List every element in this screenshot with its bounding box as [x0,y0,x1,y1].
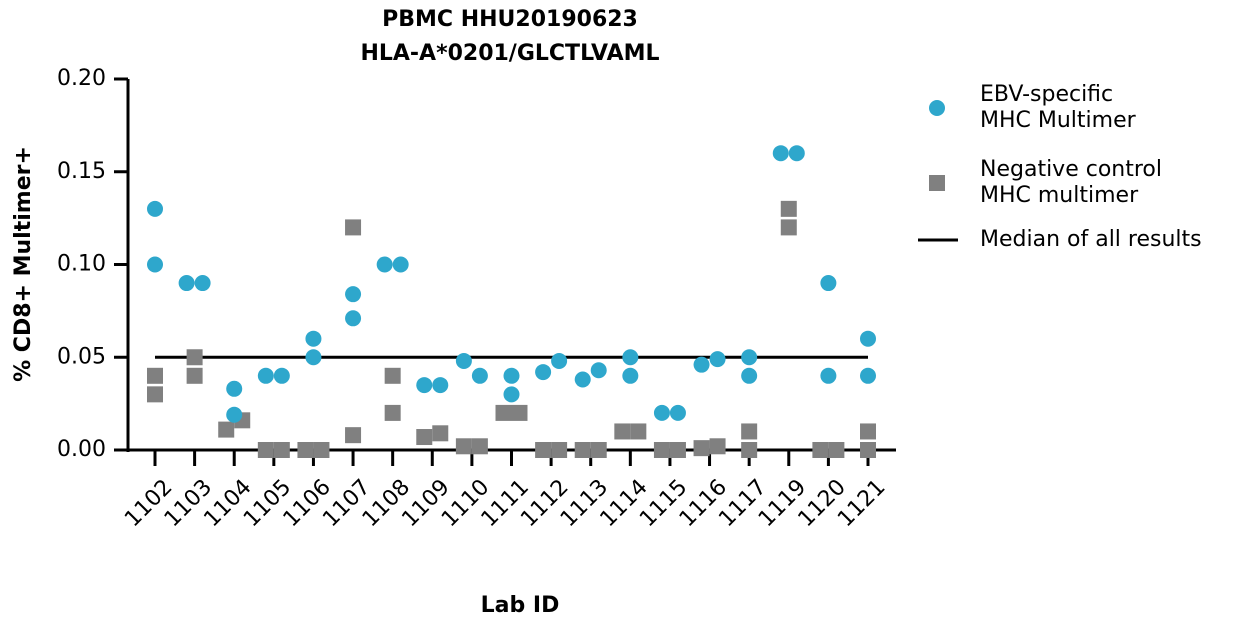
ebv-point [416,377,433,394]
control-point [273,442,290,458]
ebv-point [147,200,163,217]
ebv-point [432,377,449,394]
ebv-point [305,349,322,366]
y-tick-label: 0.00 [57,437,106,462]
y-tick-label: 0.15 [57,159,106,184]
control-point [780,200,797,217]
control-point [860,423,876,440]
ebv-point [503,367,520,384]
control-point [384,404,401,421]
ebv-point [693,356,710,373]
control-point [495,404,512,421]
ebv-point [226,380,243,397]
ebv-point [741,349,758,366]
y-tick-label: 0.10 [57,252,106,277]
ebv-point [709,351,726,368]
ebv-point [860,330,876,347]
control-point [860,442,876,458]
control-point [432,425,449,442]
control-point [186,367,203,384]
control-point [511,404,528,421]
control-point [297,442,314,458]
control-point [741,442,758,458]
ebv-point [273,367,290,384]
legend-marker [929,100,945,116]
chart-subtitle: HLA-A*0201/GLCTLVAML [360,41,659,66]
y-tick-label: 0.20 [57,66,106,91]
legend-label: EBV-specific MHC Multimer [980,82,1137,133]
control-point [218,421,235,438]
control-point [812,442,829,458]
legend-label: Negative control MHC multimer [980,157,1162,208]
control-point [630,423,647,440]
ebv-point [226,406,243,423]
control-point [345,219,362,236]
control-point [313,442,330,458]
ebv-point [741,367,758,384]
ebv-point [147,256,163,273]
ebv-point [622,349,639,366]
ebv-point [503,386,520,403]
ebv-point [860,367,876,384]
control-point [455,438,472,455]
ebv-point [257,367,274,384]
control-point [257,442,274,458]
control-point [147,367,163,384]
control-point [416,429,433,446]
control-point [741,423,758,440]
control-point [471,438,488,455]
ebv-point [551,352,568,369]
ebv-point [820,275,837,292]
ebv-point [574,371,591,388]
ebv-point [669,404,686,421]
control-point [345,427,362,444]
control-point [384,367,401,384]
chart-title: PBMC HHU20190623 [382,7,638,32]
y-axis-label: % CD8+ Multimer+ [11,146,36,382]
ebv-point [392,256,409,273]
ebv-point [590,362,607,379]
x-tick-label: 1121 [833,475,890,532]
ebv-point [820,367,837,384]
y-tick-label: 0.05 [57,344,106,369]
ebv-point [345,310,362,327]
ebv-point [653,404,670,421]
ebv-point [305,330,322,347]
control-point [535,442,552,458]
ebv-point [178,275,195,292]
control-point [551,442,568,458]
control-point [186,349,203,366]
control-point [669,442,686,458]
control-point [828,442,845,458]
control-point [590,442,607,458]
control-point [693,440,710,457]
control-point [574,442,591,458]
control-point [147,386,163,403]
control-point [653,442,670,458]
legend-marker [929,175,945,191]
x-axis-label: Lab ID [481,593,560,618]
legend-label: Median of all results [980,227,1202,252]
ebv-point [455,352,472,369]
ebv-point [772,145,789,162]
control-point [780,219,797,236]
control-point [614,423,631,440]
control-point [709,438,726,455]
ebv-point [376,256,393,273]
ebv-point [471,367,488,384]
ebv-point [788,145,805,162]
ebv-point [194,275,211,292]
ebv-point [535,364,552,381]
ebv-point [345,286,362,303]
ebv-point [622,367,639,384]
